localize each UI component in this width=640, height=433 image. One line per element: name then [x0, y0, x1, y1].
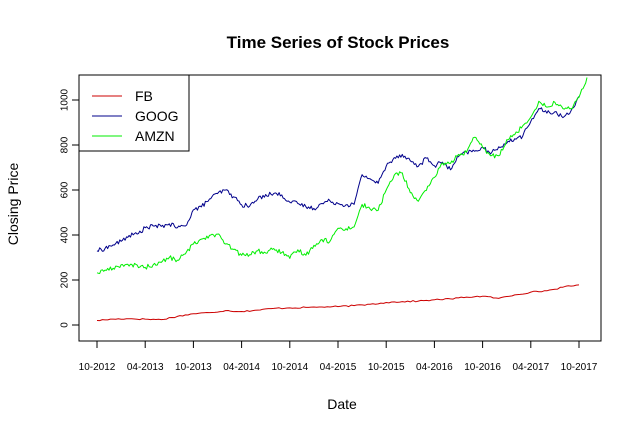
x-tick-label: 10-2015	[368, 362, 405, 373]
y-tick-label: 0	[60, 322, 71, 328]
y-tick-label: 400	[60, 226, 71, 243]
y-tick-label: 600	[60, 181, 71, 198]
x-tick-label: 04-2017	[512, 362, 549, 373]
x-tick-label: 10-2012	[79, 362, 116, 373]
y-axis: 0 200 400 600 800 1000	[60, 88, 80, 328]
x-axis: 10-2012 04-2013 10-2013 04-2014 10-2014 04-20…	[79, 340, 598, 373]
series-layer	[96, 77, 588, 322]
y-axis-label: Closing Price	[5, 163, 21, 246]
series-line-goog	[96, 96, 580, 252]
x-tick-label: 04-2013	[127, 362, 164, 373]
x-tick-label: 10-2017	[561, 362, 598, 373]
legend: FB GOOG AMZN	[78, 74, 190, 152]
x-tick-label: 04-2016	[416, 362, 453, 373]
chart-title: Time Series of Stock Prices	[227, 33, 450, 52]
legend-box	[78, 74, 190, 152]
x-tick-label: 04-2014	[223, 362, 260, 373]
x-axis-label: Date	[327, 396, 357, 412]
legend-label: GOOG	[135, 108, 179, 124]
y-tick-label: 800	[60, 136, 71, 153]
series-line-fb	[96, 284, 580, 322]
x-tick-label: 10-2016	[464, 362, 501, 373]
legend-label: AMZN	[135, 128, 175, 144]
x-tick-label: 10-2013	[175, 362, 212, 373]
y-tick-label: 1000	[60, 88, 71, 111]
series-line-amzn	[96, 77, 588, 274]
legend-label: FB	[135, 88, 153, 104]
y-tick-label: 200	[60, 271, 71, 288]
x-tick-label: 10-2014	[271, 362, 308, 373]
x-tick-label: 04-2015	[320, 362, 357, 373]
